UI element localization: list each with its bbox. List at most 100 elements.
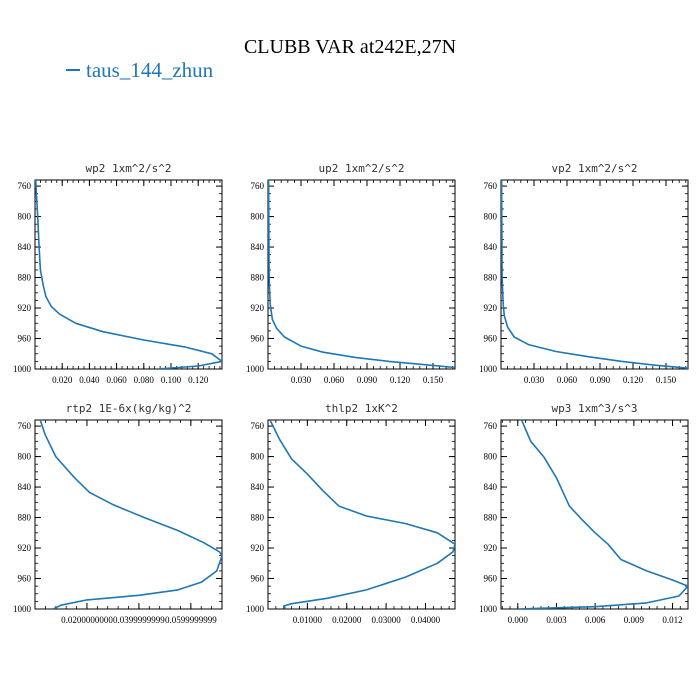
y-tick-label: 880 bbox=[484, 513, 498, 523]
y-tick-label: 960 bbox=[18, 334, 32, 344]
x-tick-label: 0.030 bbox=[291, 375, 312, 385]
series-line bbox=[268, 180, 455, 369]
x-tick-label: 0.000 bbox=[508, 615, 529, 625]
y-tick-label: 800 bbox=[251, 212, 265, 222]
series-line bbox=[35, 180, 222, 369]
x-tick-label: 0.012 bbox=[662, 615, 682, 625]
y-tick-label: 840 bbox=[18, 242, 32, 252]
panel-1: wp2 1xm^2/s^2 760 800 840 880 920 960 1000 0.020… bbox=[13, 162, 223, 385]
y-tick-label: 840 bbox=[18, 482, 32, 492]
x-tick-label: 0.020 bbox=[52, 375, 73, 385]
y-tick-label: 760 bbox=[484, 181, 498, 191]
y-tick-label: 760 bbox=[251, 181, 265, 191]
x-tick-label: 0.009 bbox=[624, 615, 645, 625]
panel-title: wp2 1xm^2/s^2 bbox=[85, 162, 171, 175]
y-tick-label: 1000 bbox=[479, 364, 498, 374]
y-tick-label: 960 bbox=[251, 334, 265, 344]
x-tick-label: 0.0399999999 bbox=[113, 615, 165, 625]
y-tick-label: 800 bbox=[18, 452, 32, 462]
x-tick-label: 0.006 bbox=[585, 615, 606, 625]
x-tick-label: 0.120 bbox=[188, 375, 209, 385]
legend: taus_144_zhun bbox=[66, 58, 213, 83]
x-tick-label: 0.100 bbox=[161, 375, 182, 385]
x-tick-label: 0.060 bbox=[324, 375, 345, 385]
plot-frame bbox=[267, 419, 456, 610]
x-tick-label: 0.040 bbox=[79, 375, 100, 385]
y-tick-label: 1000 bbox=[246, 604, 265, 614]
y-tick-label: 920 bbox=[18, 543, 32, 553]
y-tick-label: 760 bbox=[18, 421, 32, 431]
y-tick-label: 760 bbox=[251, 421, 265, 431]
plot-frame bbox=[34, 179, 223, 370]
series-line bbox=[269, 420, 455, 609]
y-tick-label: 880 bbox=[251, 273, 265, 283]
panel-4: rtp2 1E-6x(kg/kg)^2 760 800 840 880 920 960 100… bbox=[13, 402, 223, 625]
y-tick-label: 920 bbox=[251, 543, 265, 553]
panel-2: up2 1xm^2/s^2 760 800 840 880 920 960 1000 0.030… bbox=[246, 162, 456, 385]
x-tick-label: 0.0200000000 bbox=[61, 615, 113, 625]
x-tick-label: 0.01000 bbox=[293, 615, 323, 625]
x-tick-label: 0.02000 bbox=[332, 615, 362, 625]
y-tick-label: 920 bbox=[18, 303, 32, 313]
y-tick-label: 960 bbox=[18, 574, 32, 584]
y-tick-label: 1000 bbox=[246, 364, 265, 374]
y-tick-label: 800 bbox=[484, 452, 498, 462]
y-tick-label: 840 bbox=[484, 482, 498, 492]
x-tick-label: 0.03000 bbox=[371, 615, 401, 625]
plot-frame bbox=[500, 419, 689, 610]
plot-frame bbox=[267, 179, 456, 370]
x-tick-label: 0.090 bbox=[590, 375, 611, 385]
y-tick-label: 800 bbox=[484, 212, 498, 222]
y-tick-label: 840 bbox=[484, 242, 498, 252]
plot-frame bbox=[500, 179, 689, 370]
legend-label: taus_144_zhun bbox=[86, 58, 214, 82]
x-tick-label: 0.120 bbox=[623, 375, 644, 385]
x-tick-label: 0.090 bbox=[357, 375, 378, 385]
y-tick-label: 880 bbox=[251, 513, 265, 523]
panel-title: thlp2 1xK^2 bbox=[325, 402, 398, 415]
legend-line-swatch bbox=[66, 69, 80, 72]
panel-6: wp3 1xm^3/s^3 760 800 840 880 920 960 1000 0.000… bbox=[479, 402, 689, 625]
x-tick-label: 0.150 bbox=[656, 375, 677, 385]
figure-title: CLUBB VAR at242E,27N bbox=[243, 36, 457, 58]
panel-5: thlp2 1xK^2 760 800 840 880 920 960 1000 0.01000… bbox=[246, 402, 456, 625]
series-line bbox=[501, 180, 688, 369]
y-tick-label: 880 bbox=[18, 273, 32, 283]
x-tick-label: 0.060 bbox=[106, 375, 127, 385]
x-tick-label: 0.120 bbox=[390, 375, 411, 385]
y-tick-label: 960 bbox=[484, 334, 498, 344]
x-tick-label: 0.003 bbox=[546, 615, 567, 625]
plot-frame bbox=[34, 419, 223, 610]
panel-title: rtp2 1E-6x(kg/kg)^2 bbox=[66, 402, 192, 415]
panel-title: vp2 1xm^2/s^2 bbox=[551, 162, 637, 175]
x-tick-label: 0.0599999999 bbox=[165, 615, 217, 625]
y-tick-label: 840 bbox=[251, 242, 265, 252]
x-tick-label: 0.080 bbox=[134, 375, 155, 385]
x-tick-label: 0.150 bbox=[423, 375, 444, 385]
y-tick-label: 960 bbox=[484, 574, 498, 584]
series-line bbox=[39, 420, 222, 609]
y-tick-label: 760 bbox=[18, 181, 32, 191]
y-tick-label: 920 bbox=[484, 303, 498, 313]
panel-title: wp3 1xm^3/s^3 bbox=[551, 402, 637, 415]
y-tick-label: 1000 bbox=[479, 604, 498, 614]
y-tick-label: 880 bbox=[484, 273, 498, 283]
y-tick-label: 760 bbox=[484, 421, 498, 431]
panel-title: up2 1xm^2/s^2 bbox=[318, 162, 404, 175]
y-tick-label: 960 bbox=[251, 574, 265, 584]
x-tick-label: 0.04000 bbox=[411, 615, 441, 625]
panel-3: vp2 1xm^2/s^2 760 800 840 880 920 960 1000 0.030… bbox=[479, 162, 689, 385]
y-tick-label: 800 bbox=[251, 452, 265, 462]
x-tick-label: 0.030 bbox=[524, 375, 545, 385]
series-line bbox=[517, 420, 688, 609]
y-tick-label: 800 bbox=[18, 212, 32, 222]
y-tick-label: 880 bbox=[18, 513, 32, 523]
y-tick-label: 920 bbox=[484, 543, 498, 553]
y-tick-label: 920 bbox=[251, 303, 265, 313]
y-tick-label: 1000 bbox=[13, 604, 32, 614]
x-tick-label: 0.060 bbox=[557, 375, 578, 385]
y-tick-label: 1000 bbox=[13, 364, 32, 374]
y-tick-label: 840 bbox=[251, 482, 265, 492]
